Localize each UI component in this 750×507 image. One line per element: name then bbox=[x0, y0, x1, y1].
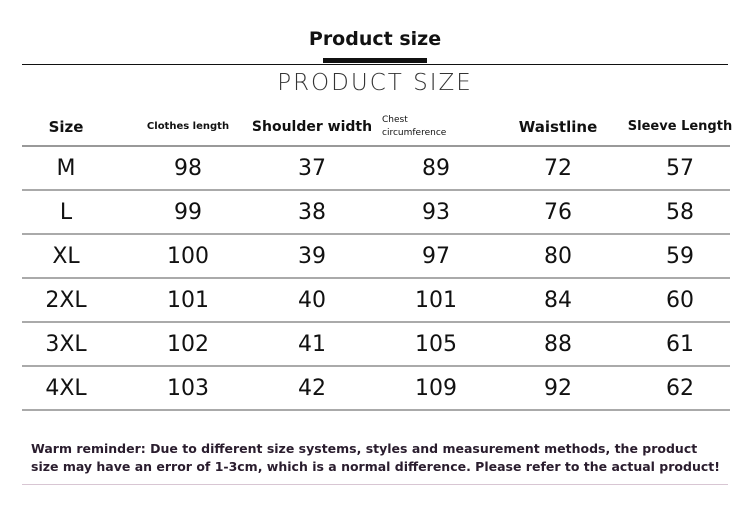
cell-sleeve-length: 60 bbox=[666, 287, 694, 313]
cell-waistline: 80 bbox=[544, 243, 572, 269]
cell-sleeve-length: 59 bbox=[666, 243, 694, 269]
cell-clothes-length: 98 bbox=[174, 155, 202, 181]
table-row: 3XL 102 41 105 88 61 bbox=[22, 323, 730, 367]
cell-clothes-length: 101 bbox=[167, 287, 209, 313]
cell-waistline: 72 bbox=[544, 155, 572, 181]
cell-waistline: 76 bbox=[544, 199, 572, 225]
table-row: M 98 37 89 72 57 bbox=[22, 147, 730, 191]
cell-waistline: 88 bbox=[544, 331, 572, 357]
page-subtitle: PRODUCT SIZE bbox=[277, 70, 473, 96]
cell-chest: 89 bbox=[422, 155, 450, 181]
header-chest-circumference: Chest circumference bbox=[382, 108, 490, 145]
table-row: L 99 38 93 76 58 bbox=[22, 191, 730, 235]
cell-size: L bbox=[59, 199, 73, 225]
title-divider bbox=[22, 64, 728, 65]
cell-size: XL bbox=[52, 243, 80, 269]
cell-chest: 97 bbox=[422, 243, 450, 269]
size-table: Size Clothes length Shoulder width Chest… bbox=[22, 108, 732, 411]
cell-waistline: 84 bbox=[544, 287, 572, 313]
cell-clothes-length: 100 bbox=[167, 243, 209, 269]
cell-size: 4XL bbox=[45, 375, 87, 401]
cell-shoulder-width: 37 bbox=[298, 155, 326, 181]
cell-chest: 109 bbox=[415, 375, 457, 401]
table-row: 4XL 103 42 109 92 62 bbox=[22, 367, 730, 411]
header-shoulder-width: Shoulder width bbox=[251, 118, 373, 135]
cell-chest: 105 bbox=[415, 331, 457, 357]
cell-sleeve-length: 58 bbox=[666, 199, 694, 225]
cell-shoulder-width: 39 bbox=[298, 243, 326, 269]
bottom-divider bbox=[22, 484, 728, 485]
cell-sleeve-length: 61 bbox=[666, 331, 694, 357]
cell-shoulder-width: 41 bbox=[298, 331, 326, 357]
warm-reminder: Warm reminder: Due to different size sys… bbox=[31, 441, 720, 474]
cell-clothes-length: 103 bbox=[167, 375, 209, 401]
header-chest-line-1: Chest bbox=[382, 114, 408, 125]
cell-sleeve-length: 57 bbox=[666, 155, 694, 181]
cell-shoulder-width: 40 bbox=[298, 287, 326, 313]
header-waistline: Waistline bbox=[518, 117, 598, 136]
cell-size: M bbox=[56, 155, 76, 181]
cell-size: 3XL bbox=[45, 331, 87, 357]
cell-shoulder-width: 38 bbox=[298, 199, 326, 225]
cell-clothes-length: 99 bbox=[174, 199, 202, 225]
header-clothes-length: Clothes length bbox=[146, 121, 230, 132]
header-chest-line-2: circumference bbox=[382, 127, 447, 138]
title-underline bbox=[323, 58, 427, 63]
header-size: Size bbox=[48, 117, 84, 136]
table-header-row: Size Clothes length Shoulder width Chest… bbox=[22, 108, 732, 147]
cell-size: 2XL bbox=[45, 287, 87, 313]
page-title: Product size bbox=[308, 28, 442, 50]
cell-chest: 93 bbox=[422, 199, 450, 225]
cell-chest: 101 bbox=[415, 287, 457, 313]
cell-sleeve-length: 62 bbox=[666, 375, 694, 401]
table-row: 2XL 101 40 101 84 60 bbox=[22, 279, 730, 323]
cell-waistline: 92 bbox=[544, 375, 572, 401]
header-sleeve-length: Sleeve Length bbox=[627, 119, 733, 134]
cell-shoulder-width: 42 bbox=[298, 375, 326, 401]
cell-clothes-length: 102 bbox=[167, 331, 209, 357]
table-row: XL 100 39 97 80 59 bbox=[22, 235, 730, 279]
